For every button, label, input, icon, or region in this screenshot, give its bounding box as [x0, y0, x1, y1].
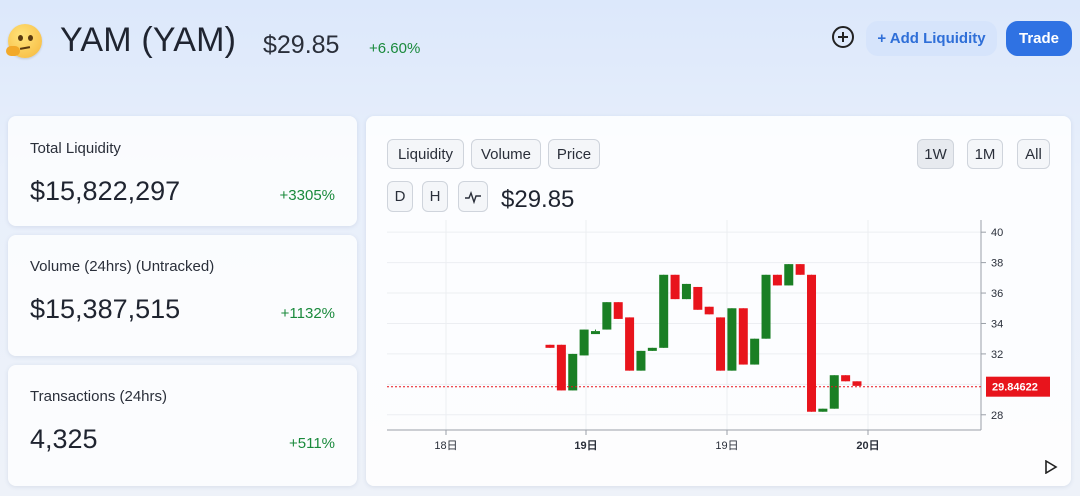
y-tick-label: 28 — [991, 410, 1003, 422]
y-tick-label: 34 — [991, 318, 1003, 330]
play-icon[interactable] — [1044, 460, 1058, 474]
token-name: YAM (YAM) — [60, 21, 237, 59]
line-chart-pulse-icon — [465, 190, 481, 204]
candle-down — [625, 317, 635, 371]
range-all-button[interactable]: All — [1017, 139, 1050, 169]
candle-up — [829, 375, 839, 409]
candle-down — [556, 344, 566, 391]
plus-circle-icon[interactable] — [832, 26, 854, 48]
candle-down — [613, 302, 623, 319]
candle-up — [636, 350, 646, 371]
stat-change: +1132% — [280, 305, 335, 322]
stat-card-transactions: Transactions (24hrs) 4,325 +511% — [8, 365, 357, 486]
candle-down — [693, 286, 703, 310]
y-tick-label: 40 — [991, 227, 1003, 239]
interval-day-button[interactable]: D — [387, 181, 413, 212]
range-1w-button[interactable]: 1W — [917, 139, 954, 169]
candle-up — [727, 308, 737, 371]
candle-down — [670, 274, 680, 300]
thinking-face-emoji-icon — [6, 24, 42, 58]
stat-card-total-liquidity: Total Liquidity $15,822,297 +3305% — [8, 116, 357, 226]
chart-current-price: $29.85 — [501, 186, 575, 213]
candle-down — [738, 308, 748, 365]
stat-value: 4,325 — [30, 424, 98, 454]
candle-down — [852, 381, 862, 386]
candle-up — [784, 264, 794, 286]
current-price-tag-label: 29.84622 — [992, 382, 1038, 394]
y-tick-label: 36 — [991, 288, 1003, 300]
candle-down — [807, 274, 817, 412]
candle-up — [659, 274, 669, 348]
y-tick-label: 32 — [991, 349, 1003, 361]
interval-hour-button[interactable]: H — [422, 181, 448, 212]
tab-price[interactable]: Price — [548, 139, 600, 169]
candle-down — [704, 306, 714, 315]
stat-change: +511% — [288, 435, 335, 452]
stat-change: +3305% — [279, 187, 335, 204]
candle-up — [681, 283, 691, 300]
current-price-tag — [986, 376, 1050, 397]
candle-up — [818, 408, 828, 412]
candle-up — [579, 329, 589, 356]
x-tick-label: 20日 — [856, 439, 879, 452]
candle-down — [841, 375, 851, 382]
candle-up — [602, 302, 612, 330]
candle-down — [716, 317, 726, 371]
candle-up — [568, 353, 578, 391]
tab-volume[interactable]: Volume — [471, 139, 541, 169]
stat-value: $15,822,297 — [30, 176, 181, 206]
x-tick-label: 19日 — [715, 440, 738, 452]
token-header: YAM (YAM) $29.85 +6.60% + Add Liquidity … — [0, 0, 1080, 90]
candlestick-chart[interactable]: 40 38 36 34 32 28 18日 19日 19日 20日 29.84622 — [366, 116, 1071, 486]
stat-card-volume: Volume (24hrs) (Untracked) $15,387,515 +… — [8, 235, 357, 356]
candle-down — [772, 274, 782, 286]
x-tick-label: 18日 — [434, 440, 457, 452]
trade-button[interactable]: Trade — [1006, 21, 1072, 56]
tab-liquidity[interactable]: Liquidity — [387, 139, 464, 169]
candle-down — [795, 264, 805, 275]
stat-value: $15,387,515 — [30, 294, 181, 324]
candle-up — [750, 338, 760, 365]
range-1m-button[interactable]: 1M — [967, 139, 1003, 169]
add-liquidity-button[interactable]: + Add Liquidity — [866, 21, 997, 56]
x-tick-label: 19日 — [574, 439, 597, 452]
candle-up — [647, 347, 657, 351]
y-tick-label: 38 — [991, 258, 1003, 270]
chart-type-toggle[interactable] — [458, 181, 488, 212]
candle-up — [761, 274, 771, 339]
price-chart-panel: Liquidity Volume Price 1W 1M All D H $29… — [366, 116, 1071, 486]
candle-up — [590, 331, 600, 335]
stat-label: Transactions (24hrs) — [30, 388, 167, 405]
candle-down — [545, 344, 555, 348]
stat-label: Volume (24hrs) (Untracked) — [30, 258, 215, 275]
token-price: $29.85 — [263, 31, 340, 59]
token-price-change: +6.60% — [369, 40, 421, 57]
stat-label: Total Liquidity — [30, 140, 121, 157]
